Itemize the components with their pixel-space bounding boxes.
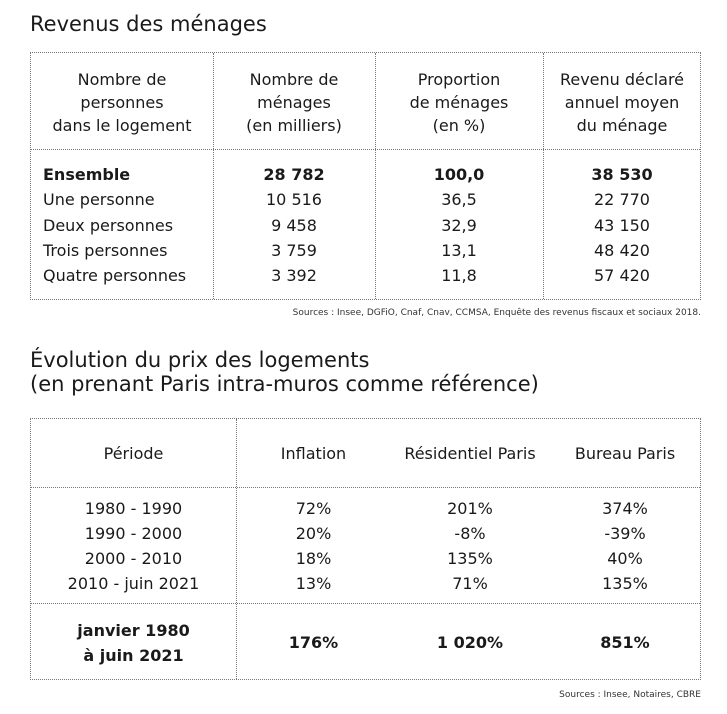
cell-inflation: 72% bbox=[295, 499, 332, 518]
cell-proportion: 32,9 bbox=[441, 216, 477, 235]
cell-inflation: 18% bbox=[295, 549, 332, 568]
cell-office: -39% bbox=[604, 524, 646, 543]
cell-households: 28 782 bbox=[263, 165, 325, 184]
cell-inflation: 20% bbox=[295, 524, 332, 543]
cell-income: 48 420 bbox=[594, 241, 650, 260]
cell-period: 2000 - 2010 bbox=[84, 549, 183, 568]
row-label: Une personne bbox=[43, 190, 155, 209]
total-inflation: 176% bbox=[288, 633, 339, 652]
cell-period: 1980 - 1990 bbox=[84, 499, 183, 518]
column-divider bbox=[543, 53, 544, 299]
total-period-label: janvier 1980 à juin 2021 bbox=[77, 621, 190, 665]
total-office: 851% bbox=[600, 633, 650, 652]
household-income-table: Nombre de personnes dans le logement Nom… bbox=[30, 52, 701, 300]
header-persons: Nombre de personnes dans le logement bbox=[52, 70, 192, 135]
header-inflation: Inflation bbox=[280, 444, 347, 463]
cell-income: 57 420 bbox=[594, 266, 650, 285]
cell-residential: 135% bbox=[447, 549, 493, 568]
table1-title: Revenus des ménages bbox=[30, 12, 267, 36]
cell-residential: -8% bbox=[454, 524, 486, 543]
cell-income: 43 150 bbox=[594, 216, 650, 235]
header-divider bbox=[31, 487, 700, 488]
cell-residential: 71% bbox=[452, 574, 488, 593]
table1-source: Sources : Insee, DGFiO, Cnaf, Cnav, CCMS… bbox=[292, 308, 701, 318]
column-divider bbox=[213, 53, 214, 299]
header-proportion: Proportion de ménages (en %) bbox=[409, 70, 509, 135]
header-office: Bureau Paris bbox=[574, 444, 676, 463]
housing-price-table: Période Inflation Résidentiel Paris Bure… bbox=[30, 418, 701, 680]
cell-period: 1990 - 2000 bbox=[84, 524, 183, 543]
header-residential: Résidentiel Paris bbox=[404, 444, 536, 463]
header-income: Revenu déclaré annuel moyen du ménage bbox=[559, 70, 685, 135]
cell-income: 38 530 bbox=[591, 165, 653, 184]
cell-households: 9 458 bbox=[271, 216, 317, 235]
row-label: Quatre personnes bbox=[43, 266, 187, 285]
cell-proportion: 11,8 bbox=[441, 266, 477, 285]
header-period: Période bbox=[103, 444, 164, 463]
row-label: Trois personnes bbox=[43, 241, 168, 260]
cell-households: 10 516 bbox=[266, 190, 322, 209]
cell-income: 22 770 bbox=[594, 190, 650, 209]
cell-proportion: 100,0 bbox=[433, 165, 485, 184]
cell-period: 2010 - juin 2021 bbox=[67, 574, 200, 593]
cell-proportion: 13,1 bbox=[441, 241, 477, 260]
cell-residential: 201% bbox=[447, 499, 493, 518]
header-households: Nombre de ménages (en milliers) bbox=[246, 70, 342, 135]
cell-inflation: 13% bbox=[295, 574, 332, 593]
table2-title: Évolution du prix des logements (en pren… bbox=[30, 348, 539, 396]
total-residential: 1 020% bbox=[436, 633, 504, 652]
column-divider bbox=[375, 53, 376, 299]
header-divider bbox=[31, 149, 700, 150]
total-divider bbox=[31, 603, 700, 604]
cell-office: 135% bbox=[602, 574, 648, 593]
cell-office: 374% bbox=[602, 499, 648, 518]
cell-households: 3 392 bbox=[271, 266, 317, 285]
cell-office: 40% bbox=[607, 549, 643, 568]
cell-proportion: 36,5 bbox=[441, 190, 477, 209]
row-label: Ensemble bbox=[43, 165, 131, 184]
row-label: Deux personnes bbox=[43, 216, 174, 235]
cell-households: 3 759 bbox=[271, 241, 317, 260]
table2-source: Sources : Insee, Notaires, CBRE bbox=[559, 690, 701, 700]
column-divider bbox=[236, 419, 237, 679]
